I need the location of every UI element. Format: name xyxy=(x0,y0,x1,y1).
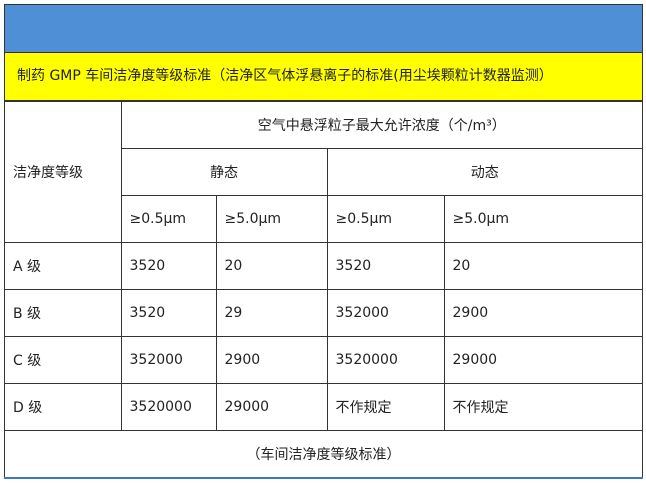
value-cell: 3520000 xyxy=(326,336,445,384)
cleanliness-table: 洁净度等级 空气中悬浮粒子最大允许浓度（个/m³） 静态 动态 ≥0.5μm ≥… xyxy=(5,101,643,477)
static-header: 静态 xyxy=(121,148,328,196)
grade-cell: D 级 xyxy=(5,383,122,431)
grade-cell: A 级 xyxy=(5,242,122,290)
value-cell: 20 xyxy=(215,242,328,290)
value-cell: 2900 xyxy=(215,336,328,384)
table-row: A 级 3520 20 3520 20 xyxy=(5,242,643,290)
table-row: B 级 3520 29 352000 2900 xyxy=(5,289,643,337)
value-cell: 不作规定 xyxy=(326,383,445,431)
size-header: ≥5.0μm xyxy=(443,195,643,243)
dynamic-header: 动态 xyxy=(326,148,643,196)
grade-header: 洁净度等级 xyxy=(5,101,122,243)
grade-cell: C 级 xyxy=(5,336,122,384)
value-cell: 352000 xyxy=(120,336,217,384)
value-cell: 2900 xyxy=(443,289,643,337)
grade-cell: B 级 xyxy=(5,289,122,337)
concentration-header: 空气中悬浮粒子最大允许浓度（个/m³） xyxy=(120,101,643,149)
value-cell: 3520 xyxy=(120,242,217,290)
value-cell: 29000 xyxy=(443,336,643,384)
value-cell: 352000 xyxy=(326,289,445,337)
value-cell: 不作规定 xyxy=(443,383,643,431)
table-row: C 级 352000 2900 3520000 29000 xyxy=(5,336,643,384)
size-header: ≥5.0μm xyxy=(215,195,328,243)
size-header: ≥0.5μm xyxy=(326,195,445,243)
value-cell: 29000 xyxy=(215,383,328,431)
table-title: 制药 GMP 车间洁净度等级标准（洁净区气体浮悬离子的标准(用尘埃颗粒计数器监测… xyxy=(5,53,642,101)
value-cell: 3520 xyxy=(120,289,217,337)
value-cell: 3520000 xyxy=(120,383,217,431)
value-cell: 3520 xyxy=(326,242,445,290)
header-bar xyxy=(5,5,642,53)
value-cell: 29 xyxy=(215,289,328,337)
size-header: ≥0.5μm xyxy=(121,195,217,243)
table-caption: （车间洁净度等级标准） xyxy=(5,430,643,477)
table-row: D 级 3520000 29000 不作规定 不作规定 xyxy=(5,383,643,431)
value-cell: 20 xyxy=(443,242,643,290)
bottom-accent-line xyxy=(4,477,643,479)
gmp-table-container: 制药 GMP 车间洁净度等级标准（洁净区气体浮悬离子的标准(用尘埃颗粒计数器监测… xyxy=(4,4,643,478)
